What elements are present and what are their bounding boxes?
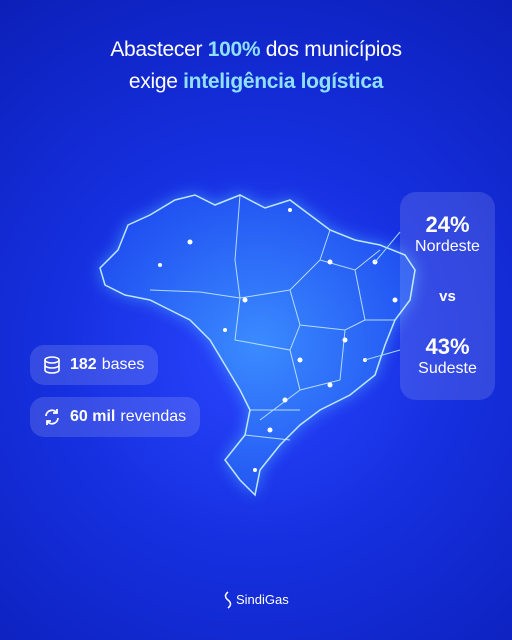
logo-icon xyxy=(224,591,232,609)
region-label: Sudeste xyxy=(418,360,477,377)
title-line: Abastecer 100% dos municípios xyxy=(0,38,512,62)
region-value: 24% xyxy=(425,212,470,237)
refresh-icon xyxy=(45,409,59,425)
database-icon xyxy=(44,356,60,374)
stat-pill: 182 bases xyxy=(30,345,159,385)
vs-separator: vs xyxy=(439,288,456,305)
comparison-card: 24% Nordeste vs 43% Sudeste xyxy=(400,192,495,400)
stat-number: 182 xyxy=(70,356,97,373)
map-shape xyxy=(99,194,416,497)
title-text: exige xyxy=(128,70,184,93)
title-highlight: 100% xyxy=(207,38,261,61)
title-line: exige inteligência logística xyxy=(0,70,512,94)
title-text: Abastecer xyxy=(110,38,208,61)
region-value: 43% xyxy=(425,334,470,359)
stat-number: 60 mil xyxy=(70,408,116,425)
title-highlight: inteligência logística xyxy=(183,70,384,93)
stat-pill: 60 mil revendas xyxy=(30,397,201,437)
brand-logo: SindiGas xyxy=(236,592,289,607)
stat-label: bases xyxy=(101,356,145,373)
stat-label: revendas xyxy=(120,408,187,425)
title-text: dos municípios xyxy=(260,38,402,61)
connector-lines xyxy=(364,231,401,361)
region-label: Nordeste xyxy=(415,238,480,255)
